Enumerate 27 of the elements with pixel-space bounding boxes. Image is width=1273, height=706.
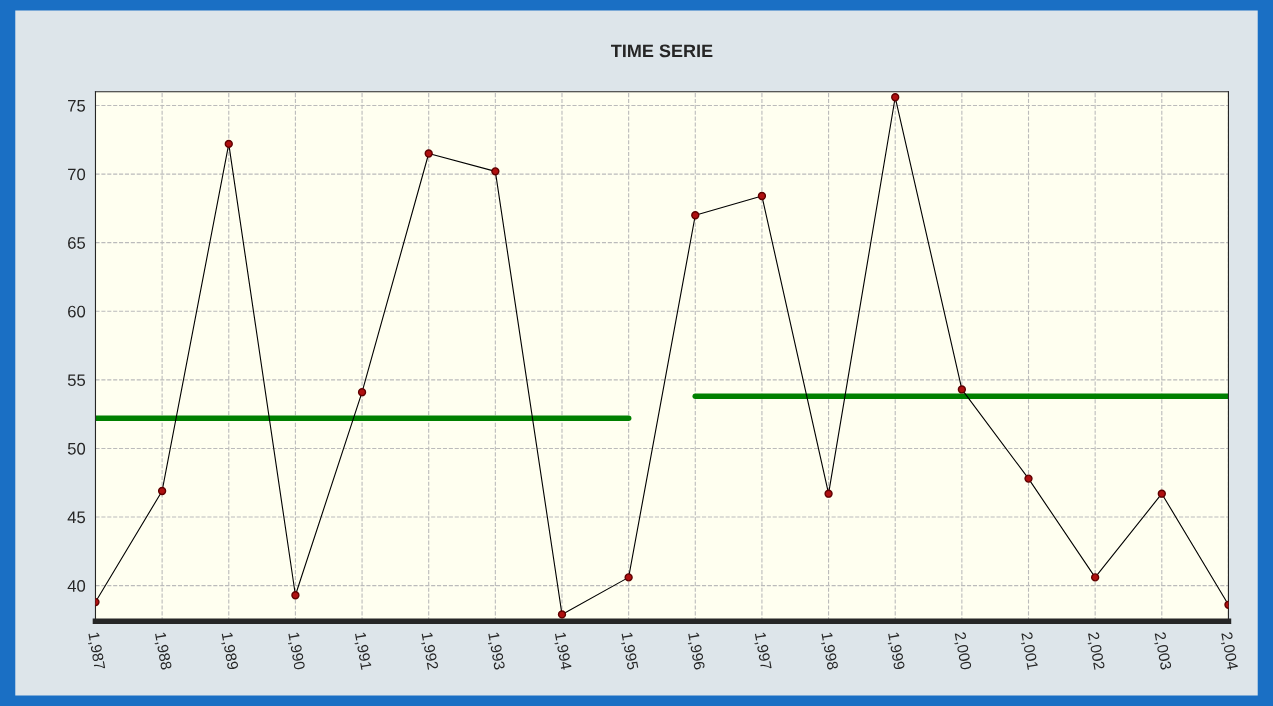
x-tick-label: 2,000 (952, 631, 972, 671)
x-tick-label: 1,993 (486, 632, 506, 671)
x-tick-label: 1,997 (753, 632, 772, 671)
y-tick-label: 75 (68, 100, 86, 112)
chart-title: TIME SERIE (611, 44, 713, 58)
y-tick-label: 70 (68, 168, 86, 181)
y-tick-label: 40 (67, 580, 86, 592)
y-tick-label: 60 (68, 305, 86, 318)
x-tick-label: 1,999 (886, 632, 906, 671)
y-tick-label: 65 (68, 237, 86, 249)
x-tick-label: 1,995 (619, 632, 639, 671)
x-tick-label: 2,001 (1019, 631, 1039, 671)
x-tick-label: 1,987 (86, 632, 106, 671)
y-tick-label: 55 (67, 374, 86, 387)
x-tick-label: 1,989 (219, 632, 239, 671)
x-tick-label: 2,004 (1219, 631, 1239, 671)
x-tick-label: 2,003 (1152, 631, 1172, 671)
x-tick-label: 2,002 (1086, 631, 1105, 671)
x-tick-label: 1,990 (286, 632, 306, 671)
y-tick-label: 50 (67, 442, 86, 455)
x-tick-label: 1,992 (419, 632, 439, 671)
x-tick-label: 1,996 (686, 632, 706, 671)
x-tick-label: 1,991 (353, 632, 372, 671)
x-tick-label: 1,998 (819, 632, 839, 671)
x-tick-label: 1,988 (153, 632, 172, 671)
x-tick-label: 1,994 (553, 632, 572, 671)
y-tick-label: 45 (67, 511, 86, 524)
